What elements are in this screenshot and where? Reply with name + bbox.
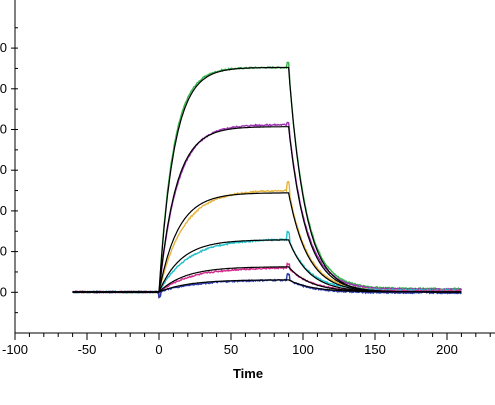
data-series-curve bbox=[72, 230, 462, 299]
fit-curve bbox=[72, 192, 462, 293]
data-series-curve bbox=[72, 181, 462, 300]
y-tick-label: 0 bbox=[0, 244, 7, 259]
x-tick-label: 150 bbox=[364, 342, 386, 357]
x-tick-label: 200 bbox=[436, 342, 458, 357]
fit-curve bbox=[72, 66, 462, 293]
x-tick-label: -100 bbox=[2, 342, 28, 357]
fit-curve bbox=[72, 279, 462, 293]
y-tick-label: 0 bbox=[0, 162, 7, 177]
axes: -100 -50 0 50 100 150 200 0 0 0 0 0 0 0 bbox=[0, 0, 495, 357]
series-layer bbox=[72, 61, 463, 300]
data-series-curve bbox=[72, 272, 462, 299]
x-tick-label: -50 bbox=[78, 342, 97, 357]
y-tick-label: 0 bbox=[0, 40, 7, 55]
y-tick-label: 0 bbox=[0, 284, 7, 299]
y-tick-label: 0 bbox=[0, 122, 7, 137]
data-series-curve bbox=[72, 61, 462, 298]
fit-layer bbox=[72, 66, 462, 293]
fit-curve bbox=[72, 239, 462, 293]
x-tick-label: 0 bbox=[155, 342, 162, 357]
x-tick-label: 100 bbox=[292, 342, 314, 357]
x-tick-label: 50 bbox=[224, 342, 238, 357]
y-tick-label: 0 bbox=[0, 203, 7, 218]
x-axis-title: Time bbox=[233, 366, 263, 381]
data-series-curve bbox=[72, 121, 463, 298]
y-tick-label: 0 bbox=[0, 81, 7, 96]
